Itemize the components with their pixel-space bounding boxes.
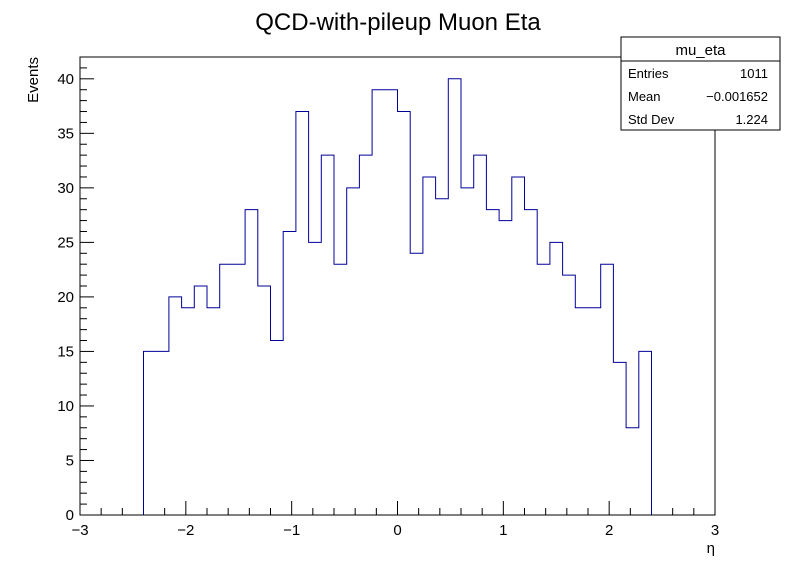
histogram-bin: [385, 90, 398, 515]
x-tick-label: −2: [177, 522, 194, 539]
histogram-bin: [220, 264, 233, 515]
y-tick-label: 35: [57, 125, 74, 142]
x-tick-label: 3: [711, 522, 719, 539]
histogram-bin: [525, 210, 538, 515]
histogram-bin: [537, 264, 550, 515]
stats-row-value: −0.001652: [706, 89, 768, 104]
x-tick-label: 1: [499, 522, 507, 539]
stats-row-label: Std Dev: [628, 112, 675, 127]
histogram-bin: [156, 351, 169, 515]
histogram-bin: [410, 253, 423, 515]
stats-row-label: Mean: [628, 89, 661, 104]
x-axis: −3 −2 −1 0 1 2 3: [71, 501, 719, 539]
histogram-bin: [232, 264, 245, 515]
y-tick-label: 0: [66, 507, 74, 524]
histogram-bin: [461, 188, 474, 515]
histogram-bin: [372, 90, 385, 515]
histogram-bin: [359, 155, 372, 515]
histogram-bin: [474, 155, 487, 515]
x-tick-label: −3: [71, 522, 88, 539]
histogram-bin: [601, 264, 614, 515]
histogram-bin: [321, 155, 334, 515]
y-tick-label: 25: [57, 234, 74, 251]
x-tick-label: 2: [605, 522, 613, 539]
plot-frame: [79, 56, 716, 516]
y-tick-label: 30: [57, 180, 74, 197]
histogram-bin: [207, 308, 220, 515]
histogram-bin: [398, 112, 411, 515]
histogram-bin: [486, 210, 499, 515]
histogram-bin: [436, 199, 449, 515]
histogram-bin: [588, 308, 601, 515]
y-tick-label: 10: [57, 398, 74, 415]
stats-row-label: Entries: [628, 66, 669, 81]
histogram-bin: [309, 242, 322, 515]
histogram-bin: [639, 351, 652, 515]
histogram-bin: [182, 308, 195, 515]
x-axis-title: η: [707, 540, 715, 557]
x-tick-label: 0: [393, 522, 401, 539]
histogram-bin: [245, 210, 258, 515]
y-tick-label: 15: [57, 343, 74, 360]
y-axis-title: Events: [25, 57, 42, 103]
y-tick-label: 5: [66, 452, 74, 469]
histogram-bin: [271, 341, 284, 515]
stats-row-value: 1011: [740, 66, 768, 81]
histogram-bin: [563, 275, 576, 515]
chart-title: QCD-with-pileup Muon Eta: [255, 9, 541, 36]
histogram-outline: [143, 78, 652, 515]
histogram-bin: [499, 221, 512, 515]
histogram-bin: [169, 297, 182, 515]
histogram-bin: [144, 351, 157, 515]
stats-box: mu_eta Entries 1011 Mean −0.001652 Std Dev 1.…: [620, 36, 781, 131]
histogram-bin: [296, 112, 309, 515]
stats-box-frame: [620, 36, 781, 131]
y-tick-label: 40: [57, 71, 74, 88]
histogram-bin: [613, 362, 626, 515]
histogram-bin: [347, 188, 360, 515]
histogram-bin: [448, 79, 461, 515]
histogram-bin: [423, 177, 436, 515]
histogram-bin: [550, 242, 563, 515]
stats-box-rows: Entries 1011 Mean −0.001652 Std Dev 1.224: [628, 66, 768, 127]
x-tick-label: −1: [283, 522, 300, 539]
histogram-bin: [512, 177, 525, 515]
histogram-bin: [334, 264, 347, 515]
histogram-bin: [283, 231, 296, 515]
histogram-bin: [575, 308, 588, 515]
stats-row-value: 1.224: [735, 112, 768, 127]
y-axis: 0 5 10 15 20 25 30 35 40: [57, 56, 94, 524]
y-tick-label: 20: [57, 289, 74, 306]
histogram-bin: [194, 286, 207, 515]
histogram-bin: [626, 428, 639, 515]
stats-box-title: mu_eta: [675, 42, 726, 59]
histogram-bin: [258, 286, 271, 515]
